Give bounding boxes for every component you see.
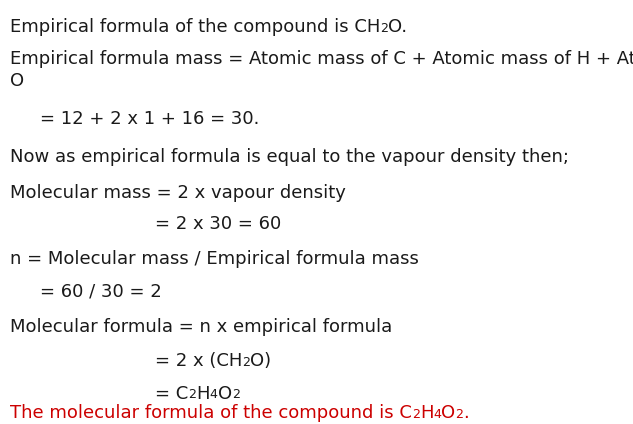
Text: H: H xyxy=(196,385,210,403)
Text: = 2 x 30 = 60: = 2 x 30 = 60 xyxy=(155,215,281,233)
Text: O: O xyxy=(218,385,232,403)
Text: 2: 2 xyxy=(380,22,389,34)
Text: Molecular formula = n x empirical formula: Molecular formula = n x empirical formul… xyxy=(10,318,392,336)
Text: = 60 / 30 = 2: = 60 / 30 = 2 xyxy=(40,283,162,301)
Text: 4: 4 xyxy=(210,388,218,402)
Text: 2: 2 xyxy=(188,388,196,402)
Text: Empirical formula mass = Atomic mass of C + Atomic mass of H + Atomic mass of: Empirical formula mass = Atomic mass of … xyxy=(10,50,633,68)
Text: Empirical formula of the compound is CH: Empirical formula of the compound is CH xyxy=(10,18,380,36)
Text: = C: = C xyxy=(155,385,188,403)
Text: = 12 + 2 x 1 + 16 = 30.: = 12 + 2 x 1 + 16 = 30. xyxy=(40,110,260,128)
Text: H: H xyxy=(420,404,434,422)
Text: Now as empirical formula is equal to the vapour density then;: Now as empirical formula is equal to the… xyxy=(10,148,569,166)
Text: .: . xyxy=(463,404,469,422)
Text: The molecular formula of the compound is C: The molecular formula of the compound is… xyxy=(10,404,412,422)
Text: 2: 2 xyxy=(232,388,240,402)
Text: O): O) xyxy=(251,352,272,370)
Text: O: O xyxy=(441,404,456,422)
Text: 4: 4 xyxy=(434,407,441,421)
Text: = 2 x (CH: = 2 x (CH xyxy=(155,352,242,370)
Text: n = Molecular mass / Empirical formula mass: n = Molecular mass / Empirical formula m… xyxy=(10,250,419,268)
Text: O: O xyxy=(10,72,24,90)
Text: O.: O. xyxy=(389,18,408,36)
Text: 2: 2 xyxy=(242,355,251,368)
Text: 2: 2 xyxy=(456,407,463,421)
Text: 2: 2 xyxy=(412,407,420,421)
Text: Molecular mass = 2 x vapour density: Molecular mass = 2 x vapour density xyxy=(10,184,346,202)
